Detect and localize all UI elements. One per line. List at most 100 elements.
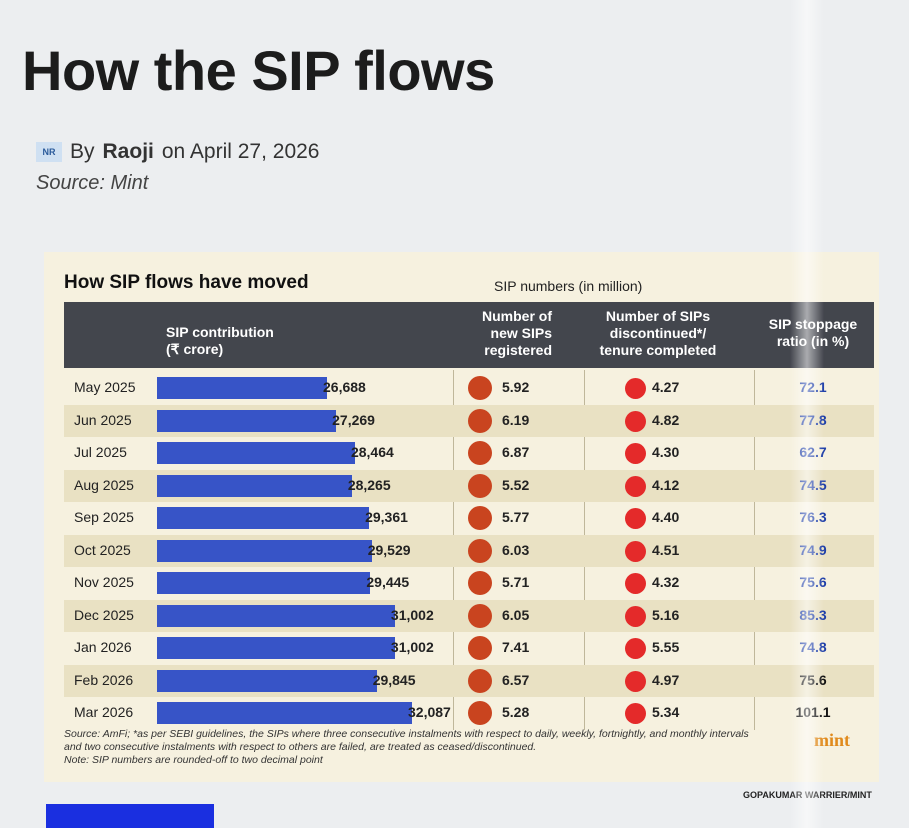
blue-button-partial[interactable] bbox=[46, 804, 214, 828]
new-sips-value: 6.19 bbox=[502, 411, 530, 428]
discontinued-value: 4.32 bbox=[652, 574, 680, 590]
discontinued-dot bbox=[625, 605, 646, 627]
stoppage-ratio-value: 85.3 bbox=[799, 606, 827, 623]
row-month: Jul 2025 bbox=[74, 444, 127, 460]
table-row: Jul 2025 28,464 6.87 4.30 62.7 bbox=[64, 437, 874, 470]
contribution-value: 26,688 bbox=[323, 379, 366, 395]
contribution-bar bbox=[157, 572, 371, 594]
stoppage-ratio-value: 74.5 bbox=[799, 476, 827, 493]
row-month: Aug 2025 bbox=[74, 476, 134, 493]
new-sips-dot bbox=[468, 603, 492, 628]
discontinued-value: 4.30 bbox=[652, 444, 680, 460]
new-sips-dot bbox=[468, 571, 492, 595]
byline-by: By bbox=[70, 140, 95, 163]
contribution-value: 29,529 bbox=[367, 541, 411, 558]
chart-subtitle: SIP numbers (in million) bbox=[494, 278, 643, 294]
footnote-note: Note: SIP numbers are rounded-off to two… bbox=[64, 754, 323, 766]
table-row: Jan 2026 31,002 7.41 5.55 74.8 bbox=[64, 632, 874, 665]
discontinued-dot bbox=[625, 508, 646, 529]
discontinued-value: 4.97 bbox=[652, 671, 680, 688]
discontinued-dot bbox=[625, 638, 646, 659]
chart-title: How SIP flows have moved bbox=[64, 272, 309, 293]
new-sips-value: 6.87 bbox=[502, 444, 530, 460]
contribution-bar bbox=[157, 377, 327, 399]
contribution-value: 31,002 bbox=[390, 639, 434, 655]
chart-footnote: Source: AmFi; *as per SEBI guidelines, t… bbox=[64, 728, 764, 767]
row-month: Jun 2025 bbox=[74, 411, 132, 428]
discontinued-dot bbox=[625, 703, 646, 724]
header-contribution: SIP contribution (₹ crore) bbox=[166, 324, 274, 357]
table-row: Aug 2025 28,265 5.52 4.12 74.5 bbox=[64, 469, 874, 502]
discontinued-value: 4.27 bbox=[652, 379, 680, 395]
table-body: May 2025 26,688 5.92 4.27 72.1 Jun 2025 27,269… bbox=[64, 372, 874, 730]
discontinued-dot bbox=[625, 475, 646, 497]
contribution-value: 32,087 bbox=[408, 704, 451, 720]
row-month: Nov 2025 bbox=[74, 574, 134, 590]
table-row: May 2025 26,688 5.92 4.27 72.1 bbox=[64, 372, 874, 405]
row-month: Dec 2025 bbox=[74, 606, 134, 623]
new-sips-value: 6.03 bbox=[502, 541, 530, 558]
new-sips-value: 5.92 bbox=[502, 379, 530, 395]
table-row: Oct 2025 29,529 6.03 4.51 74.9 bbox=[64, 534, 874, 567]
discontinued-value: 4.82 bbox=[652, 411, 680, 428]
new-sips-value: 6.57 bbox=[502, 671, 530, 688]
contribution-bar bbox=[157, 474, 352, 497]
discontinued-dot bbox=[625, 410, 646, 432]
author-avatar[interactable]: NR bbox=[36, 142, 62, 162]
row-month: Jan 2026 bbox=[74, 639, 132, 655]
author-link[interactable]: Raoji bbox=[102, 140, 154, 163]
discontinued-dot bbox=[625, 573, 646, 594]
article-source: Source: Mint bbox=[36, 172, 149, 194]
new-sips-value: 5.52 bbox=[502, 476, 530, 493]
publish-date: on April 27, 2026 bbox=[161, 140, 320, 163]
contribution-value: 29,845 bbox=[372, 671, 416, 688]
new-sips-dot bbox=[468, 376, 492, 400]
contribution-bar bbox=[157, 539, 372, 562]
discontinued-dot bbox=[625, 670, 646, 692]
new-sips-dot bbox=[468, 538, 492, 563]
contribution-value: 29,361 bbox=[365, 509, 408, 525]
table-row: Feb 2026 29,845 6.57 4.97 75.6 bbox=[64, 664, 874, 697]
contribution-value: 28,464 bbox=[350, 444, 394, 460]
table-row: Jun 2025 27,269 6.19 4.82 77.8 bbox=[64, 404, 874, 437]
new-sips-value: 7.41 bbox=[502, 639, 530, 655]
article-headline: How the SIP flows bbox=[22, 39, 495, 102]
contribution-bar bbox=[157, 702, 412, 724]
table-header: SIP contribution (₹ crore) Number of new S… bbox=[64, 302, 874, 368]
row-month: Sep 2025 bbox=[74, 509, 134, 525]
header-discontinued-sips: Number of SIPs discontinued*/tenure compl… bbox=[599, 308, 717, 358]
discontinued-value: 4.40 bbox=[652, 509, 680, 525]
chart-card: How SIP flows have moved SIP numbers (in… bbox=[44, 252, 879, 782]
new-sips-dot bbox=[468, 506, 492, 530]
stoppage-ratio-value: 101.1 bbox=[795, 704, 831, 720]
discontinued-value: 5.34 bbox=[652, 704, 680, 720]
table-row: Sep 2025 29,361 5.77 4.40 76.3 bbox=[64, 502, 874, 535]
stoppage-ratio-value: 75.6 bbox=[799, 574, 827, 590]
contribution-value: 29,445 bbox=[366, 574, 410, 590]
contribution-bar bbox=[157, 507, 370, 529]
contribution-value: 28,265 bbox=[347, 476, 391, 493]
new-sips-dot bbox=[468, 636, 492, 660]
contribution-value: 27,269 bbox=[332, 411, 375, 428]
table-row: Mar 2026 32,087 5.28 5.34 101.1 bbox=[64, 697, 874, 730]
graphic-credit: GOPAKUMAR WARRIER/MINT bbox=[743, 790, 872, 800]
header-stoppage-ratio: SIP stoppage ratio (in %) bbox=[768, 316, 858, 349]
stoppage-ratio-value: 77.8 bbox=[799, 411, 827, 428]
contribution-bar bbox=[157, 604, 395, 627]
table-row: Dec 2025 31,002 6.05 5.16 85.3 bbox=[64, 599, 874, 632]
row-month: Mar 2026 bbox=[74, 704, 134, 720]
stoppage-ratio-value: 74.8 bbox=[799, 639, 827, 655]
discontinued-value: 4.51 bbox=[652, 541, 680, 558]
row-month: Oct 2025 bbox=[74, 541, 131, 558]
header-new-sips: Number of new SIPs registered bbox=[482, 308, 552, 358]
new-sips-value: 6.05 bbox=[502, 606, 530, 623]
stoppage-ratio-value: 72.1 bbox=[799, 379, 827, 395]
stoppage-ratio-value: 75.6 bbox=[799, 671, 827, 688]
contribution-bar bbox=[157, 409, 337, 432]
footnote-source: Source: AmFi; *as per SEBI guidelines, t… bbox=[64, 728, 749, 753]
byline: NR By Raoji on April 27, 2026 bbox=[36, 140, 319, 164]
discontinued-dot bbox=[625, 540, 646, 562]
contribution-bar bbox=[157, 669, 377, 692]
contribution-value: 31,002 bbox=[390, 606, 434, 623]
new-sips-dot bbox=[468, 701, 492, 725]
